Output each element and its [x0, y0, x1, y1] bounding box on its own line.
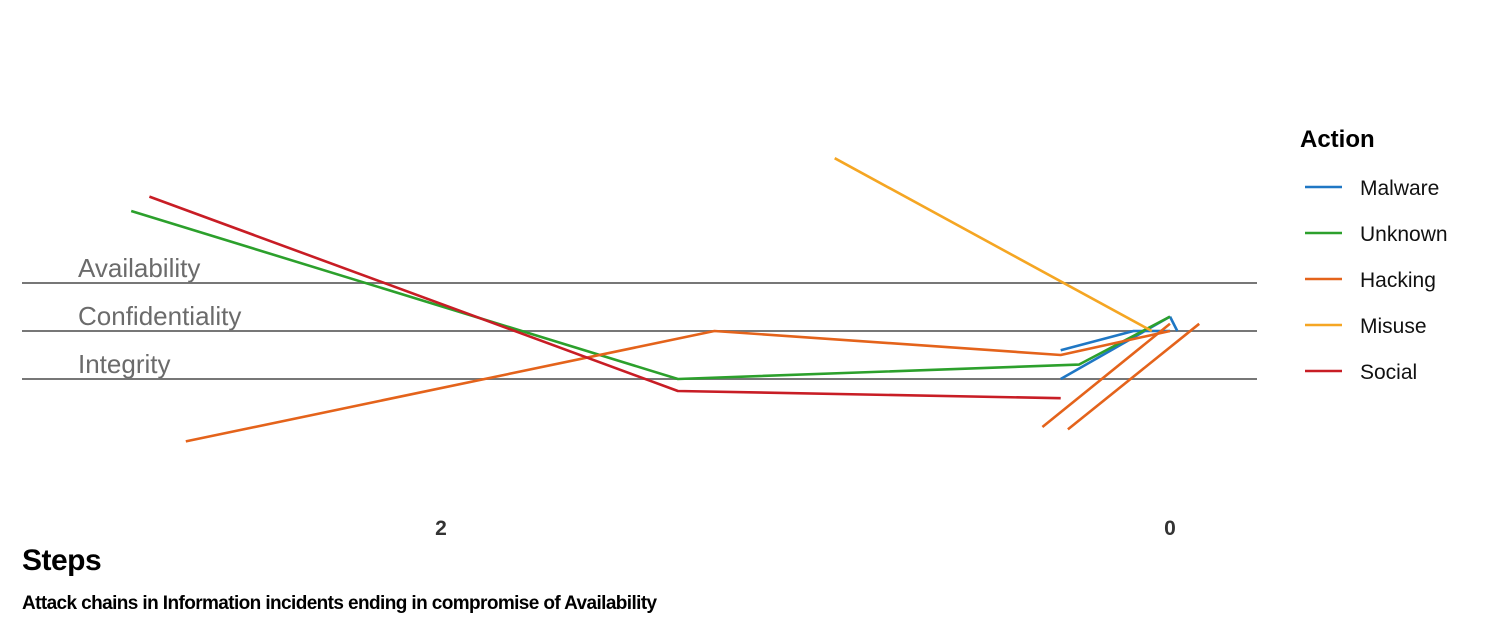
- level-label-integrity: Integrity: [78, 349, 171, 379]
- legend-label-unknown: Unknown: [1360, 223, 1448, 246]
- series-line-malware-1: [1060, 329, 1170, 352]
- series-line-hacking-3: [1067, 322, 1201, 431]
- gridlines: [22, 282, 1257, 380]
- legend-title: Action: [1300, 126, 1375, 153]
- level-label-availability: Availability: [78, 253, 200, 283]
- chart-title: Attack chains in Information incidents e…: [22, 593, 657, 614]
- level-label-confidentiality: Confidentiality: [78, 301, 241, 331]
- legend-items: Malware Unknown Hacking Misuse Social: [1305, 177, 1448, 384]
- x-axis-label: Steps: [22, 544, 102, 577]
- legend: Action Malware Unknown Hacking Misuse Social: [1300, 126, 1448, 384]
- legend-label-social: Social: [1360, 361, 1417, 384]
- level-labels: Availability Confidentiality Integrity: [78, 253, 241, 379]
- series-line-misuse-1: [834, 157, 1153, 333]
- legend-label-malware: Malware: [1360, 177, 1439, 200]
- series-line-unknown-1: [130, 209, 1171, 381]
- series-line-social-1: [148, 195, 1061, 400]
- legend-label-misuse: Misuse: [1360, 315, 1427, 338]
- x-tick-2: 2: [435, 517, 447, 540]
- legend-label-hacking: Hacking: [1360, 269, 1436, 292]
- x-tick-0: 0: [1164, 517, 1176, 540]
- series-line-hacking-2: [1041, 322, 1171, 429]
- series-line-hacking-1: [185, 329, 1171, 443]
- series-lines: [130, 157, 1201, 443]
- series-line-malware-3: [1168, 316, 1179, 332]
